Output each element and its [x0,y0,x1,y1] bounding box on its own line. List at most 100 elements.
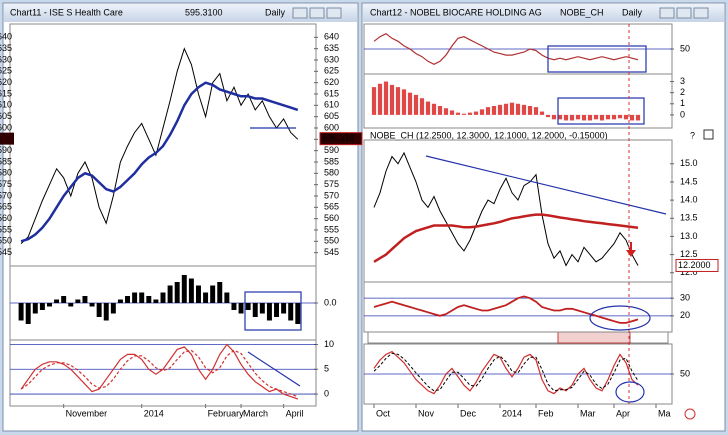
bar [195,285,201,303]
bar [281,303,287,314]
bar [245,303,251,310]
title-bar [363,4,724,22]
y-tick-label-left: 620 [0,77,12,87]
settings-icon[interactable] [684,408,696,420]
price: 595.3100 [185,7,223,17]
period: Daily [265,7,286,17]
x-tick-label: Dec [460,408,477,418]
bar [231,303,237,310]
bar [288,303,294,321]
series-line [20,343,298,400]
y-tick-label: 625 [324,66,339,76]
window-buttons[interactable] [292,7,342,19]
x-tick-label: November [66,408,108,418]
bar [203,292,209,303]
panel [9,339,317,407]
series-line [373,352,639,392]
x-tick-label: February [208,408,245,418]
y-tick-label-left: 630 [0,54,12,64]
bar [25,303,31,324]
bar [117,299,123,303]
bar [238,303,244,314]
bar [160,292,166,303]
bar [383,81,389,115]
bar [295,303,301,324]
close-button[interactable] [703,129,714,140]
bar [599,114,605,121]
series-line [373,151,639,267]
series-line [373,213,639,263]
y-tick-label: 605 [324,111,339,121]
bar [32,303,38,314]
y-tick-label-left: 575 [0,179,12,189]
bar [395,87,401,115]
bar [224,292,230,303]
y-tick-label-left: 625 [0,66,12,76]
y-tick-label: 570 [324,190,339,200]
y-tick-label: 545 [324,247,339,257]
y-tick-label: 14.5 [680,176,698,186]
y-tick-label: 20 [680,310,690,320]
bar [217,282,223,303]
series-line [373,32,639,65]
bar [593,114,599,120]
series-line [373,350,639,395]
help-button[interactable]: ? [690,130,695,140]
bar [75,299,81,303]
bar [605,114,611,120]
bar [259,303,265,314]
arrow [626,242,636,257]
bar [389,84,395,115]
bar [455,112,461,115]
x-tick-label: Oct [376,408,391,418]
bar [437,106,443,115]
bar [188,278,194,303]
bar [39,303,45,310]
x-tick-label: March [243,408,268,418]
y-tick-label: 550 [324,236,339,246]
y-tick-label-left: 600 [0,122,12,132]
bar [266,303,272,321]
y-tick-label: 13.5 [680,213,698,223]
y-tick-label: 10 [324,339,334,349]
y-tick-label: 30 [680,293,690,303]
bar [413,94,419,115]
x-tick-label: Apr [616,408,630,418]
y-tick-label: 610 [324,100,339,110]
window-buttons[interactable] [659,7,709,19]
bar [54,299,60,303]
y-tick-label: 640 [324,32,339,42]
series-line [20,349,298,398]
bar [515,103,521,115]
bar [461,113,467,115]
y-tick-label: 12.0 [680,267,698,277]
bar [252,303,258,317]
y-tick-label: 15.0 [680,158,698,168]
bar [449,110,455,115]
x-tick-label: Feb [538,408,554,418]
panel [363,73,673,129]
bar [617,114,623,119]
x-tick-label: 2014 [502,408,522,418]
y-tick-label: 630 [324,54,339,64]
y-tick-label: 560 [324,213,339,223]
bar [61,296,67,303]
y-tick-label: 600 [324,122,339,132]
bar [174,282,180,303]
y-tick-label: 565 [324,202,339,212]
y-tick-label-left: 590 [0,145,12,155]
strip-highlight [557,331,631,344]
window [2,2,359,432]
x-tick-label: Nov [418,408,435,418]
y-tick-label-left: 560 [0,213,12,223]
annotations [244,45,667,403]
window-title: Chart12 - NOBEL BIOCARE HOLDING AG [370,7,542,17]
bar [485,107,491,115]
y-tick-label: 3 [680,76,685,86]
bar [611,114,617,120]
bar [473,111,479,115]
bar [96,303,102,317]
y-tick-label-left: 615 [0,88,12,98]
bar [146,296,152,303]
